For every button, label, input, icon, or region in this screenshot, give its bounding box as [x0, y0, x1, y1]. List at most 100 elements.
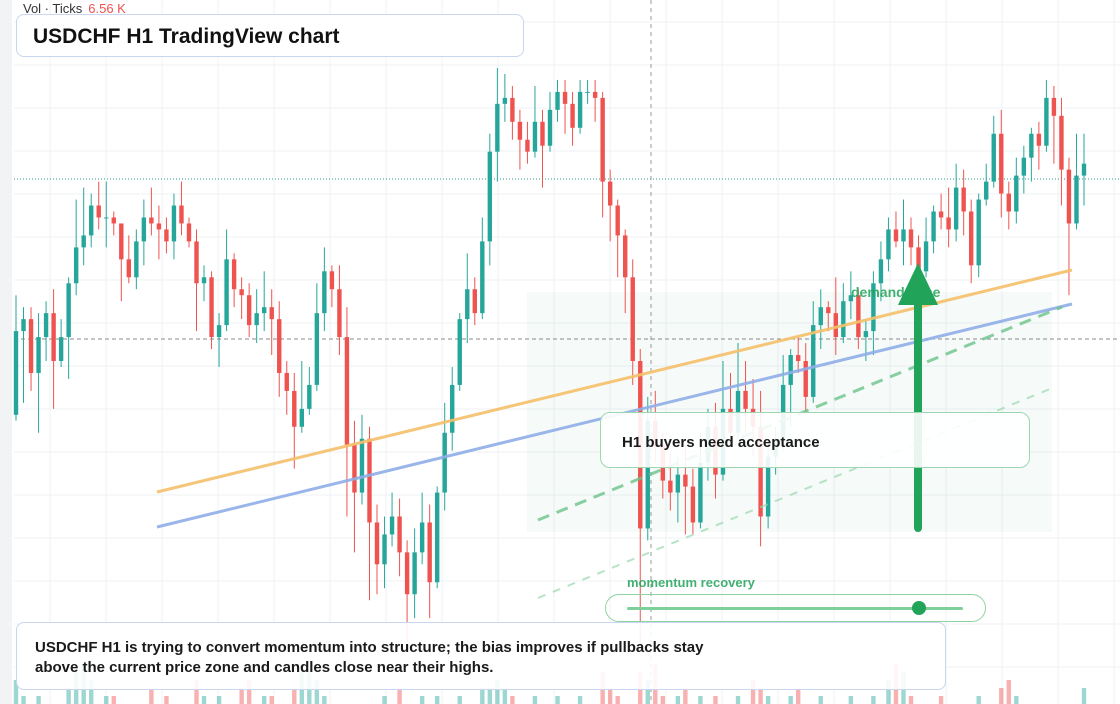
volume-bar: [382, 696, 387, 704]
candle-body: [668, 480, 673, 493]
candle-body: [1059, 115, 1064, 170]
volume-bar: [322, 696, 327, 704]
candle-body: [179, 205, 184, 224]
volume-bar: [487, 688, 493, 704]
candle-body: [841, 301, 846, 338]
left-edge-strip: [0, 0, 12, 704]
candle-body: [848, 295, 854, 302]
volume-bar: [1006, 680, 1011, 704]
candle-body: [735, 390, 741, 433]
volume-bar: [886, 680, 891, 704]
candle-body: [976, 199, 981, 266]
candle-body: [532, 121, 538, 152]
volume-bar: [292, 688, 297, 704]
candle-body: [58, 337, 64, 361]
volume-bar: [216, 696, 222, 704]
candle-body: [254, 313, 259, 326]
candle-body: [856, 295, 861, 338]
candle-body: [1066, 169, 1072, 224]
candle-body: [194, 241, 199, 284]
volume-bar: [871, 696, 876, 704]
volume-bar: [314, 680, 320, 704]
candle-body: [450, 384, 455, 433]
volume-bar: [480, 688, 485, 704]
candle-body: [953, 187, 959, 230]
volume-bar: [510, 696, 515, 704]
candle-body: [968, 211, 974, 266]
candle-body: [261, 307, 267, 314]
volume-bar: [246, 680, 252, 704]
candle-body: [66, 283, 71, 338]
candle-body: [525, 139, 530, 152]
candle-body: [517, 121, 523, 140]
candle-body: [577, 91, 583, 128]
candle-body: [13, 331, 19, 415]
candle-body: [758, 426, 763, 517]
candle-body: [901, 229, 906, 242]
candle-body: [502, 97, 508, 104]
candle-body: [893, 229, 899, 242]
candle-body: [419, 522, 425, 553]
volume-bar: [683, 688, 688, 704]
volume-indicator-name: Vol · Ticks: [23, 1, 83, 16]
volume-bar: [1081, 688, 1087, 704]
candle-body: [246, 295, 252, 326]
candle-body: [141, 217, 147, 242]
momentum-knob[interactable]: [912, 601, 927, 615]
candle-body: [322, 271, 327, 314]
candle-body: [1036, 133, 1042, 146]
candle-body: [923, 241, 929, 272]
candle-body: [833, 313, 839, 338]
candle-body: [382, 534, 387, 565]
volume-bar: [261, 696, 267, 704]
candle-body: [675, 474, 681, 493]
volume-bar: [908, 696, 914, 704]
candle-body: [104, 217, 109, 219]
volume-bar: [758, 688, 763, 704]
chart-grid: [14, 0, 1120, 704]
candle-body: [314, 313, 320, 385]
candle-body: [961, 187, 966, 212]
candle-body: [111, 217, 116, 224]
candle-body: [352, 444, 357, 493]
volume-bar: [555, 696, 560, 704]
candle-body: [811, 325, 816, 397]
volume-bar: [577, 696, 583, 704]
volume-bar: [89, 680, 94, 704]
candle-body: [442, 432, 447, 493]
candle-body: [359, 438, 365, 493]
volume-bar: [660, 696, 666, 704]
candle-body: [495, 103, 500, 152]
volume-bar: [269, 696, 274, 704]
candle-body: [871, 283, 876, 332]
candle-body: [96, 205, 101, 218]
candle-body: [292, 390, 297, 427]
volume-bar: [495, 680, 500, 704]
candle-body: [412, 552, 417, 595]
volume-bar: [788, 696, 793, 704]
candle-body: [434, 492, 440, 583]
summary-box: USDCHF H1 is trying to convert momentum …: [16, 622, 946, 690]
candle-body: [465, 289, 470, 320]
volume-bar: [795, 688, 801, 704]
candle-body: [788, 355, 793, 385]
callout-box[interactable]: H1 buyers need acceptance: [600, 412, 1030, 468]
candle-body: [209, 277, 214, 338]
candle-body: [540, 121, 545, 146]
candle-body: [916, 247, 921, 272]
candle-body: [863, 331, 869, 338]
candle-body: [1051, 97, 1057, 116]
candle-body: [73, 247, 79, 284]
demand-zone-label: demand zone: [851, 284, 941, 300]
candle-body: [21, 319, 26, 332]
volume-bar: [239, 688, 244, 704]
candle-body: [698, 462, 703, 523]
candle-body: [908, 229, 914, 248]
volume-bar: [818, 696, 823, 704]
volume-bar: [194, 680, 199, 704]
candle-body: [171, 205, 177, 242]
candle-body: [367, 438, 372, 523]
volume-bar: [1014, 696, 1019, 704]
momentum-slider[interactable]: [605, 594, 986, 622]
candle-body: [277, 319, 282, 373]
